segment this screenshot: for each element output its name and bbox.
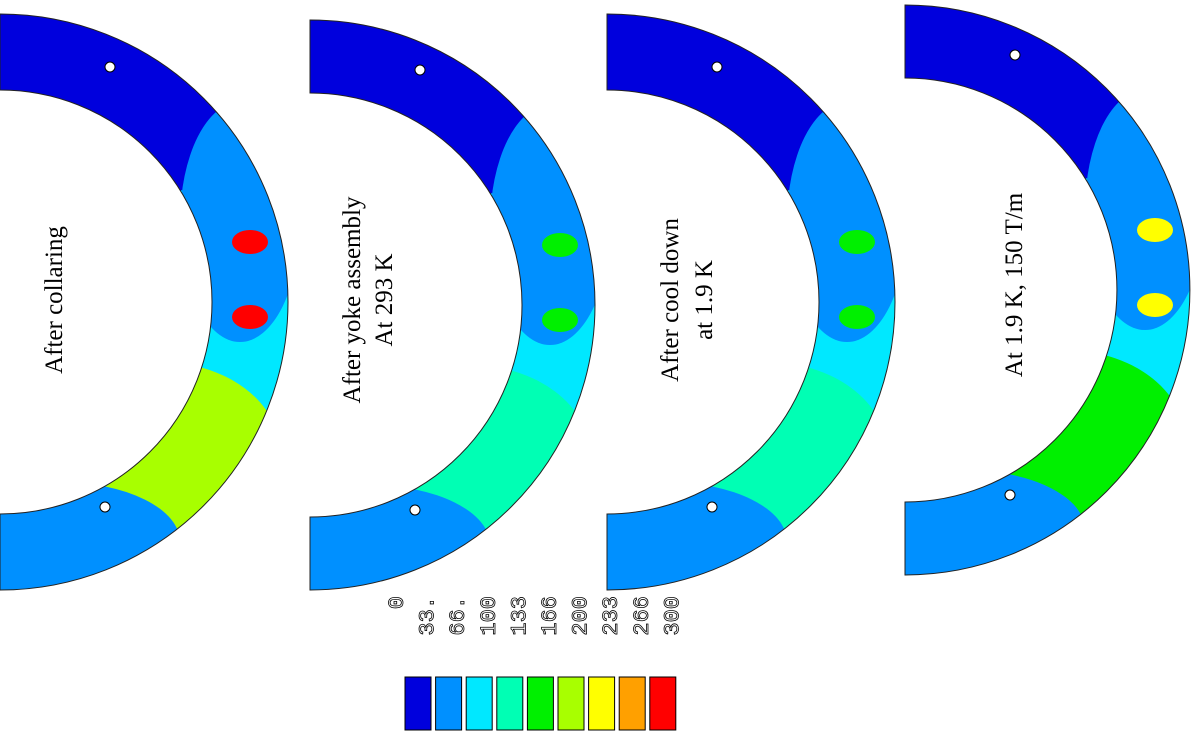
panel-label: After yoke assembly xyxy=(339,196,366,403)
hole xyxy=(105,62,115,72)
legend-swatch xyxy=(527,677,553,730)
zone xyxy=(542,233,578,257)
zone xyxy=(232,305,268,329)
zone xyxy=(180,102,300,342)
hole xyxy=(707,502,717,512)
hole xyxy=(1010,50,1020,60)
hole xyxy=(410,505,420,515)
legend-label: 200 xyxy=(569,596,594,636)
legend-label: 66. xyxy=(446,596,471,636)
legend-label: 233 xyxy=(599,596,624,636)
legend-swatch xyxy=(558,677,584,730)
zone xyxy=(839,230,875,254)
legend-label: 0 xyxy=(385,596,410,609)
panel-label: After cool down xyxy=(657,218,684,382)
hole xyxy=(415,65,425,75)
legend-swatch xyxy=(466,677,492,730)
legend-swatch xyxy=(589,677,615,730)
zone xyxy=(490,105,610,345)
panel-label: At 293 K xyxy=(371,253,398,346)
hole xyxy=(712,62,722,72)
zone xyxy=(1137,293,1173,317)
figure: After collaring After yoke assembly At 2… xyxy=(0,0,1192,732)
hole xyxy=(100,502,110,512)
legend-swatch xyxy=(405,677,431,730)
zone xyxy=(845,470,1085,590)
legend-swatch xyxy=(619,677,645,730)
zone xyxy=(787,102,907,342)
legend-label: 266 xyxy=(630,596,655,636)
legend-swatch xyxy=(650,677,676,730)
zone xyxy=(1137,218,1173,242)
zone xyxy=(250,485,490,605)
legend-swatch xyxy=(497,677,523,730)
zone xyxy=(567,0,947,192)
legend-swatch xyxy=(436,677,462,730)
zone xyxy=(542,308,578,332)
legend-label: 300 xyxy=(660,596,685,636)
panel-label: After collaring xyxy=(41,226,68,374)
zone xyxy=(232,230,268,254)
legend-label: 133 xyxy=(507,596,532,636)
legend-label: 100 xyxy=(477,596,502,636)
zone xyxy=(270,0,650,195)
hole xyxy=(1005,490,1015,500)
legend-label: 166 xyxy=(538,596,563,636)
panel-label: At 1.9 K, 150 T/m xyxy=(1001,192,1028,377)
zone xyxy=(839,305,875,329)
panel-label: at 1.9 K xyxy=(691,260,718,340)
legend-label: 33. xyxy=(416,596,441,636)
